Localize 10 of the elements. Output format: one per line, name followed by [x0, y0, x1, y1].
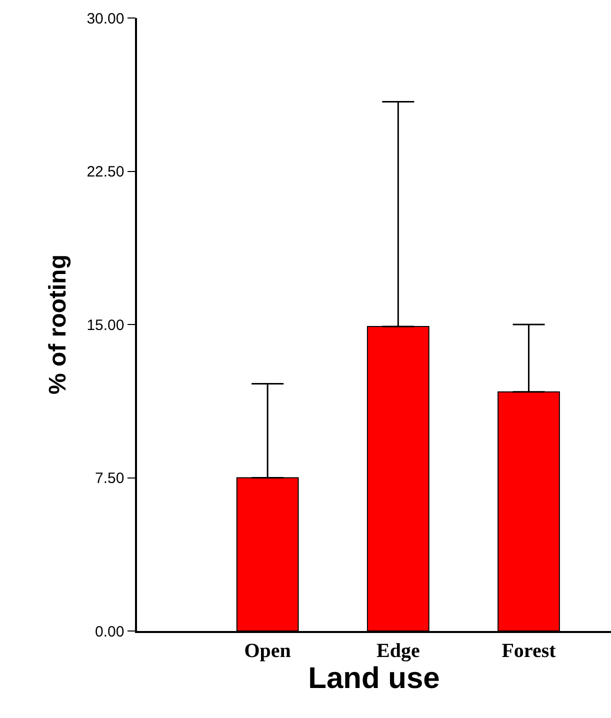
y-tick-label: 15.00 [86, 316, 124, 334]
y-tick-label: 22.50 [86, 164, 124, 180]
y-tick-label: 30.00 [86, 10, 124, 28]
x-axis-title: Land use [308, 662, 440, 695]
y-axis-title: % of rooting [44, 254, 72, 394]
x-tick-label: Open [244, 640, 291, 662]
x-tick-label: Edge [376, 640, 420, 662]
y-tick-label: 7.50 [95, 470, 124, 487]
x-tick-label: Forest [502, 640, 556, 662]
y-tick-label: 0.00 [95, 623, 124, 640]
